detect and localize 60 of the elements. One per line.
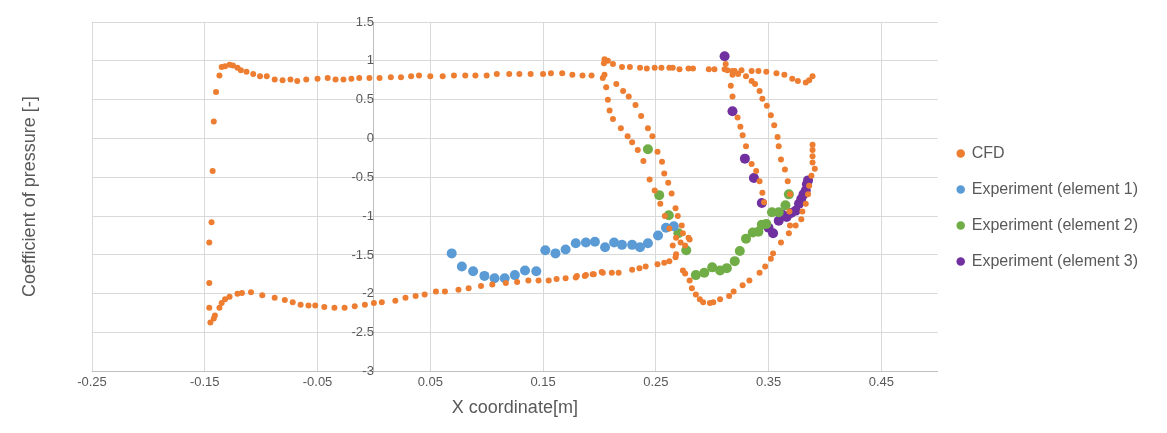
point [509,270,520,281]
point [479,270,490,281]
x-tick-label: 0.45 [868,373,894,389]
y-tick-label: -1 [362,207,374,223]
legend-label: CFD [971,143,1005,161]
y-tick-label: 1 [366,52,374,68]
point [520,265,530,276]
point [580,237,591,248]
point [468,266,479,277]
x-tick-label: 0.05 [417,373,443,389]
x-tick-label: -0.25 [77,373,107,389]
y-tick-label: -0.5 [351,168,374,184]
y-tick-label: 0 [366,130,374,146]
point [627,239,638,250]
point [653,230,664,241]
point [642,144,653,155]
point [589,236,600,247]
x-tick-label: 0.25 [643,373,669,389]
point [642,238,653,249]
y-tick-label: -2 [362,285,374,301]
y-tick-label: -2.5 [351,324,374,340]
y-tick-label: -3 [362,362,374,378]
point [780,200,791,211]
point [727,106,738,117]
x-axis-title: X coordinate[m] [451,396,578,417]
point [729,256,740,267]
point [616,239,627,250]
y-tick-label: -1.5 [351,246,374,262]
point [609,237,620,248]
point [560,244,571,255]
point [721,263,732,274]
point [707,262,718,273]
x-tick-label: 0.15 [530,373,556,389]
point [550,248,561,259]
point [748,173,759,184]
point [540,245,551,256]
y-tick-label: 0.5 [355,91,374,107]
point [531,266,542,277]
point [719,51,730,62]
point [739,153,750,164]
x-tick-label: -0.15 [189,373,220,389]
y-axis-title: Coefficient of pressure [-] [18,96,39,298]
point [741,233,752,244]
y-tick-label: 1.5 [355,13,374,29]
point [699,267,710,278]
legend-label: Experiment (element 1) [971,179,1139,197]
point [600,242,611,253]
point [446,248,457,259]
point [654,190,665,201]
point [489,273,500,284]
point [690,270,701,281]
point [570,238,581,249]
x-tick-label: -0.05 [302,373,333,389]
legend-label: Experiment (element 3) [971,251,1139,269]
point [768,228,779,239]
legend-label: Experiment (element 2) [971,215,1139,233]
point [456,261,467,272]
point [635,242,646,253]
point [734,246,745,257]
x-tick-label: 0.35 [755,373,782,389]
